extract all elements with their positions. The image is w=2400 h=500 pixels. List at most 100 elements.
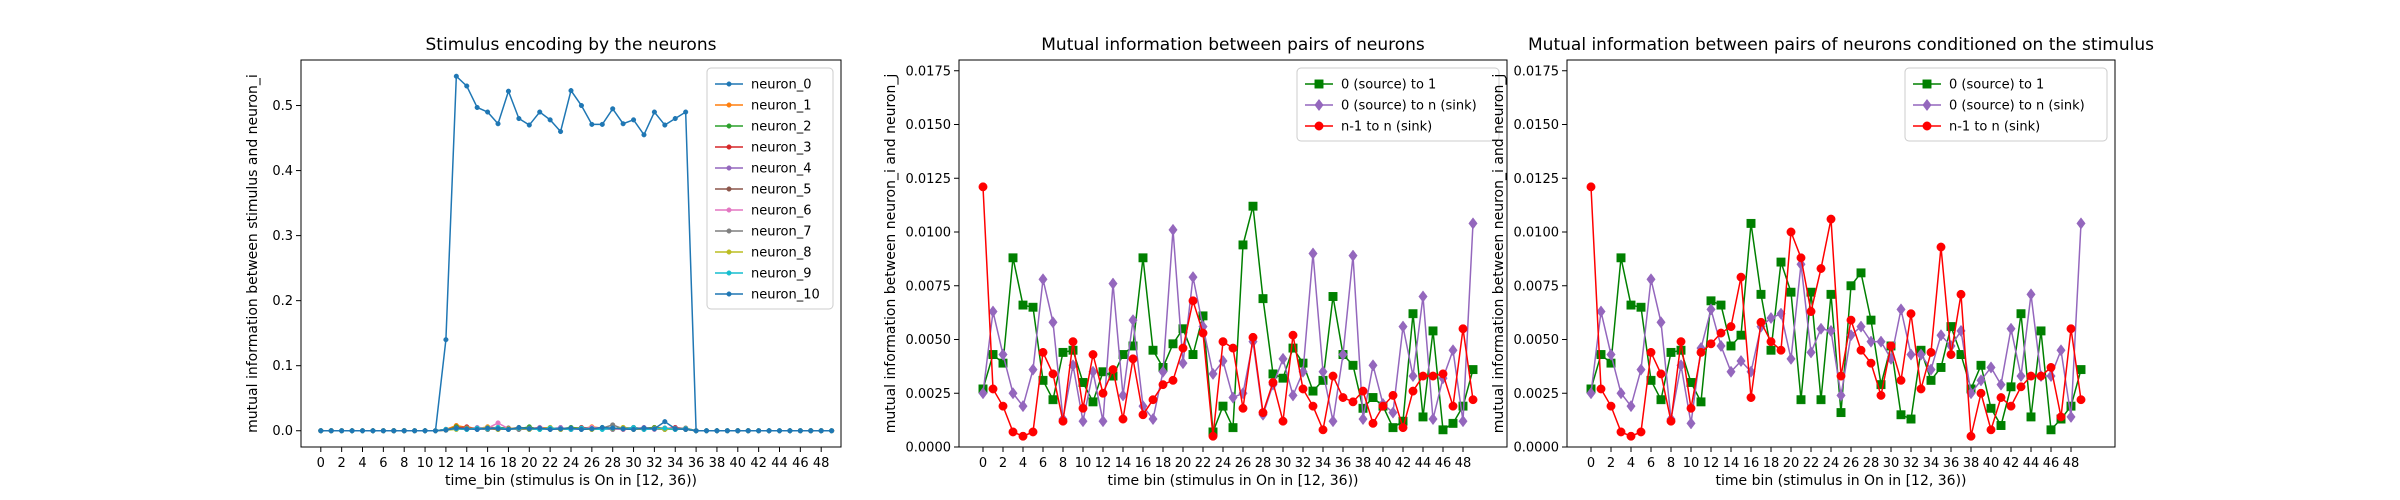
legend-entry: neuron_7 [715,225,812,240]
chart-title: Mutual information between pairs of neur… [1041,35,1425,55]
x-tick-label: 0 [979,456,987,471]
legend-label: 0 (source) to 1 [1949,78,2044,93]
data-point [1058,347,1068,357]
data-point [1468,365,1478,375]
x-tick-label: 20 [1175,456,1192,471]
legend-marker [726,81,732,87]
data-point [1836,371,1846,381]
data-point [1468,217,1478,230]
data-point [1138,253,1148,263]
data-point [1338,393,1348,402]
data-point [787,428,793,434]
data-point [1696,397,1706,407]
y-tick-label: 0.0075 [1514,279,1560,294]
series-line [1590,186,2082,438]
data-point [1088,350,1098,359]
x-tick-label: 8 [1667,456,1675,471]
data-point [1228,391,1238,404]
data-point [1866,335,1876,348]
data-point [1896,303,1906,316]
data-point [1596,350,1606,360]
data-point [683,109,689,115]
axes-frame [1566,59,2116,448]
data-point [1786,352,1796,365]
y-axis-label: mutual information between stimulus and … [245,74,261,433]
legend-entry: neuron_5 [715,183,812,198]
data-point [610,425,616,431]
x-tick-label: 42 [1395,456,1412,471]
data-point [1168,375,1178,385]
data-point [2016,369,2026,383]
data-point [1706,303,1716,316]
legend-marker [726,228,732,234]
data-point [589,121,595,127]
data-point [1078,403,1088,413]
x-tick-label: 10 [1075,456,1092,471]
series-n-1 to n (sink) [1586,182,2086,441]
x-tick-label: 26 [1843,456,1860,471]
x-tick-label: 2 [1607,456,1615,471]
legend-marker [1922,98,1932,112]
data-point [1656,316,1666,329]
x-tick-label: 24 [1215,456,1232,471]
data-point [537,425,543,431]
data-point [318,428,324,434]
data-point [1258,294,1268,304]
x-tick-label: 20 [1783,456,1800,471]
x-tick-label: 12 [1703,456,1720,471]
legend-entry: 0 (source) to 1 [1913,78,2044,93]
x-tick-label: 16 [1135,456,1152,471]
data-point [432,428,439,434]
data-point [1328,371,1338,381]
data-point [1448,401,1458,411]
data-point [1288,343,1298,353]
data-point [1008,253,1018,263]
series-n-1 to n (sink) [978,182,1478,441]
x-tick-label: 36 [1943,456,1960,471]
data-point [485,109,491,115]
data-point [1438,425,1448,435]
data-point [1128,314,1138,327]
data-point [1028,302,1038,312]
data-point [2066,410,2076,423]
y-tick-label: 0.4 [272,164,293,179]
data-point [1636,427,1646,437]
legend-label: 0 (source) to n (sink) [1341,99,1477,114]
data-point [1716,300,1726,310]
x-tick-label: 18 [500,456,517,471]
series-line [320,422,832,432]
data-point [1398,320,1408,333]
legend-entry: neuron_10 [715,288,820,303]
x-tick-label: 12 [1095,456,1112,471]
legend-entry: neuron_2 [715,120,812,135]
data-point [339,428,345,434]
data-point [1596,384,1606,394]
x-tick-label: 32 [1903,456,1920,471]
data-point [1048,316,1058,329]
data-point [1836,408,1846,418]
y-tick-label: 0.0100 [906,226,952,241]
y-tick-label: 0.0075 [906,279,952,294]
series-neuron_10 [318,419,835,434]
data-point [1786,227,1796,237]
data-point [1388,406,1398,419]
data-point [978,387,988,400]
data-point [1328,415,1338,428]
data-point [1338,348,1348,361]
data-point [401,428,407,434]
data-point [988,350,998,360]
data-point [370,428,376,434]
x-tick-label: 36 [1335,456,1352,471]
data-point [1746,393,1756,402]
data-point [1636,363,1646,376]
legend-entry: 0 (source) to n (sink) [1305,99,1477,114]
data-point [1776,345,1786,355]
data-point [1108,365,1118,375]
plot-area [318,73,835,434]
data-point [1158,365,1168,378]
legend-label: neuron_1 [751,99,812,114]
data-point [1646,347,1656,357]
legend-label: neuron_5 [751,183,812,198]
data-point [1028,427,1038,437]
